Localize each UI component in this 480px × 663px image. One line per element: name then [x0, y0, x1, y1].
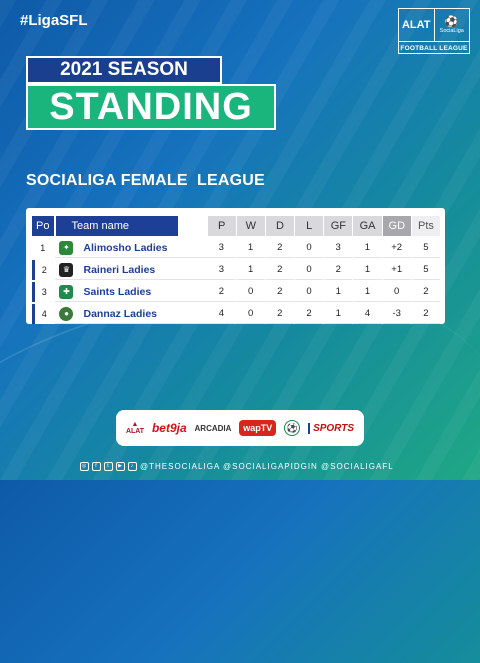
tiktok-icon: ♪: [128, 462, 137, 471]
row-position: 1: [40, 243, 46, 253]
social-footer: ◎ f t ▶ ♪ @THESOCIALIGA @SOCIALIGAPIDGIN…: [80, 462, 394, 471]
header-pts: Pts: [411, 216, 441, 236]
standing-banner: STANDING: [26, 84, 276, 130]
table-row: 1 ✦ Alimosho Ladies 3 1 2 0 3 1 +2 5: [32, 238, 441, 258]
stat-d: 2: [265, 304, 294, 324]
sponsor-waptv: wapTV: [239, 420, 277, 436]
stat-l: 0: [294, 282, 324, 302]
row-position: 4: [32, 304, 53, 324]
stat-gf: 1: [324, 282, 353, 302]
stat-p: 4: [207, 304, 236, 324]
stat-gd: 0: [382, 282, 411, 302]
stat-pts: 2: [411, 304, 441, 324]
team-name: Dannaz Ladies: [83, 307, 158, 320]
team-name: Saints Ladies: [83, 285, 152, 298]
stat-ga: 4: [353, 304, 382, 324]
stat-gf: 3: [324, 238, 353, 258]
twitter-icon: t: [104, 462, 113, 471]
stat-d: 2: [265, 238, 294, 258]
hashtag: #LigaSFL: [20, 12, 88, 29]
header-p: P: [207, 216, 236, 236]
sponsor-bet9ja: bet9ja: [151, 421, 187, 435]
stat-l: 0: [294, 238, 324, 258]
stat-pts: 5: [411, 260, 441, 280]
header-gd: GD: [382, 216, 411, 236]
stat-l: 0: [294, 260, 324, 280]
league-logo: ALAT ⚽ SociaLiga FOOTBALL LEAGUE: [398, 8, 470, 54]
stat-d: 2: [265, 282, 294, 302]
sponsor-sports: SPORTS: [308, 422, 354, 434]
row-position: 3: [32, 282, 53, 302]
stat-ga: 1: [353, 282, 382, 302]
stat-p: 3: [207, 260, 236, 280]
team-name: Alimosho Ladies: [83, 241, 168, 254]
alat-triangle-icon: ▲: [131, 421, 139, 428]
league-title: SOCIALIGA FEMALE LEAGUE: [26, 172, 265, 189]
stat-w: 0: [236, 304, 265, 324]
stat-gd: +2: [382, 238, 411, 258]
stat-ga: 1: [353, 260, 382, 280]
socialiga-ball-icon: ⚽: [444, 15, 459, 28]
stat-p: 3: [207, 238, 236, 258]
team-crest-icon: ✦: [59, 240, 74, 255]
sponsor-alat: ▲ ALAT: [126, 421, 144, 435]
row-position: 2: [32, 260, 53, 280]
header-ga: GA: [353, 216, 382, 236]
instagram-icon: ◎: [80, 462, 89, 471]
stat-d: 2: [265, 260, 294, 280]
header-gf: GF: [324, 216, 353, 236]
table-header: Po Team name P W D L GF GA GD Pts: [32, 216, 441, 236]
sponsor-arcadia: ARCADIA: [194, 423, 232, 433]
stat-gf: 1: [324, 304, 353, 324]
socialiga-caption: SociaLiga: [439, 27, 464, 34]
stat-gd: +1: [382, 260, 411, 280]
stat-pts: 5: [411, 238, 440, 258]
header-team: Team name: [55, 216, 179, 236]
football-league-label: FOOTBALL LEAGUE: [399, 41, 469, 54]
season-banner: 2021 SEASON: [26, 56, 222, 84]
header-w: W: [236, 216, 265, 236]
team-crest-icon: ✚: [59, 284, 74, 299]
facebook-icon: f: [92, 462, 101, 471]
header-l: L: [295, 216, 324, 236]
table-row: 2 ♛ Raineri Ladies 3 1 2 0 2 1 +1 5: [32, 260, 441, 280]
social-handles: @THESOCIALIGA @SOCIALIGAPIDGIN @SOCIALIG…: [140, 462, 394, 471]
stat-ga: 1: [353, 238, 382, 258]
stat-p: 2: [207, 282, 236, 302]
sponsor-ball-icon: ⚽: [284, 420, 301, 436]
stat-w: 1: [236, 260, 265, 280]
team-crest-icon: ●: [59, 306, 74, 321]
sponsor-alat-label: ALAT: [125, 428, 145, 435]
header-d: D: [265, 216, 295, 236]
alat-mark: ALAT: [401, 19, 431, 31]
stat-w: 1: [236, 238, 265, 258]
youtube-icon: ▶: [116, 462, 125, 471]
table-row: 3 ✚ Saints Ladies 2 0 2 0 1 1 0 2: [32, 282, 441, 302]
stat-gd: -3: [382, 304, 411, 324]
stat-pts: 2: [411, 282, 441, 302]
team-name: Raineri Ladies: [83, 263, 156, 276]
sponsor-strip: ▲ ALAT bet9ja ARCADIA wapTV ⚽ SPORTS: [116, 410, 364, 446]
socialiga-logo: ⚽ SociaLiga: [433, 9, 470, 41]
stat-w: 0: [236, 282, 265, 302]
table-row: 4 ● Dannaz Ladies 4 0 2 2 1 4 -3 2: [32, 304, 441, 324]
stat-l: 2: [294, 304, 324, 324]
stat-gf: 2: [324, 260, 353, 280]
team-crest-icon: ♛: [59, 262, 74, 277]
alat-logo: ALAT: [399, 9, 434, 41]
header-po: Po: [32, 216, 54, 236]
standings-table: Po Team name P W D L GF GA GD Pts 1 ✦ Al…: [26, 208, 445, 324]
